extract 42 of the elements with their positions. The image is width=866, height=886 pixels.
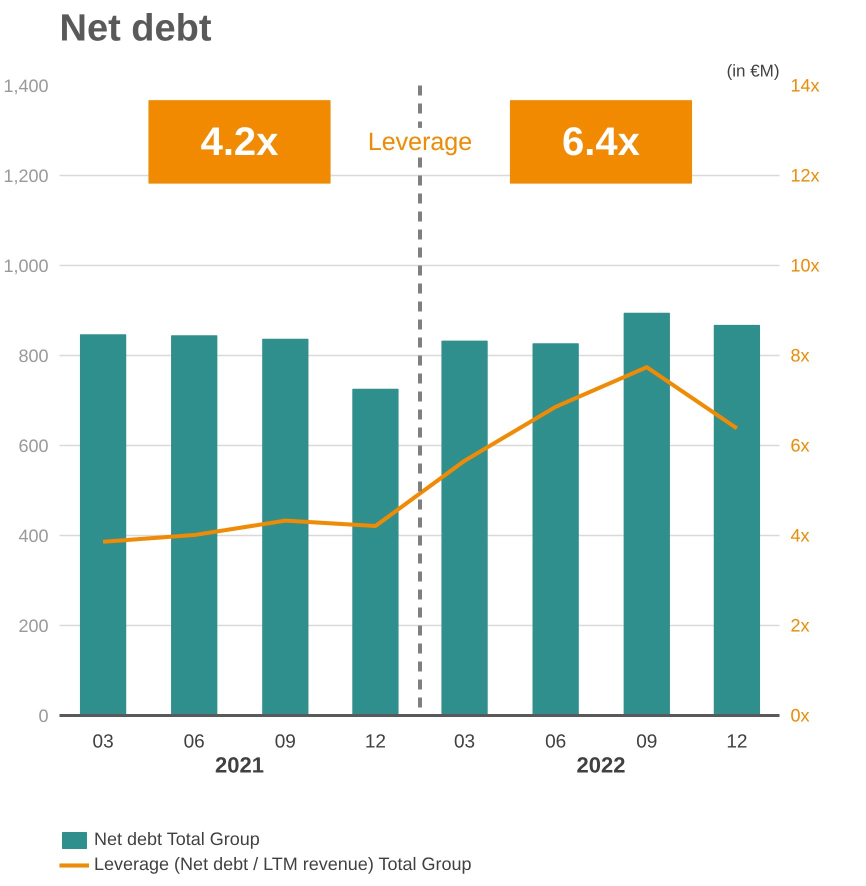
y-tick-label: 1,200	[3, 166, 49, 186]
bar	[171, 335, 218, 716]
chart-title: Net debt	[60, 8, 212, 50]
legend-label: Net debt Total Group	[94, 829, 260, 850]
y2-tick-label: 4x	[790, 526, 810, 546]
bar	[262, 338, 308, 716]
y-tick-label: 200	[18, 616, 49, 636]
text: (in €M)	[726, 62, 780, 80]
y2-tick-label: 0x	[790, 706, 810, 726]
text: 2022	[576, 752, 626, 778]
y-tick-label: 400	[18, 526, 49, 546]
x-tick-label: 12	[726, 732, 748, 752]
x-tick-label: 12	[364, 732, 386, 752]
legend-label: Leverage (Net debt / LTM revenue) Total Group	[94, 854, 472, 876]
x-tick-label: 06	[184, 732, 205, 752]
annotation: 6.4x	[562, 120, 640, 164]
bar	[80, 334, 126, 716]
y2-tick-label: 6x	[790, 436, 810, 456]
x-tick-label: 09	[274, 732, 296, 752]
x-tick-label: 09	[636, 732, 658, 752]
bar	[441, 340, 488, 716]
x-tick-label: 03	[454, 732, 476, 752]
y-tick-label: 1,400	[3, 76, 49, 96]
y-tick-label: 800	[18, 346, 49, 366]
text: 2021	[215, 752, 264, 778]
y2-tick-label: 2x	[790, 616, 810, 636]
y2-tick-label: 10x	[790, 256, 820, 276]
y2-tick-label: 14x	[790, 76, 820, 96]
y2-tick-label: 12x	[790, 166, 820, 186]
x-tick-label: 06	[545, 732, 566, 752]
x-tick-label: 03	[92, 732, 114, 752]
bar	[714, 324, 760, 716]
y-tick-label: 0	[38, 706, 49, 726]
y2-tick-label: 8x	[790, 346, 810, 366]
annotation: Leverage	[368, 128, 472, 156]
bar	[532, 343, 579, 716]
y-tick-label: 1,000	[3, 256, 49, 276]
bar	[352, 388, 399, 716]
line-series	[101, 365, 739, 544]
bar	[624, 312, 670, 716]
y-tick-label: 600	[18, 436, 49, 456]
annotation: 4.2x	[200, 120, 278, 164]
